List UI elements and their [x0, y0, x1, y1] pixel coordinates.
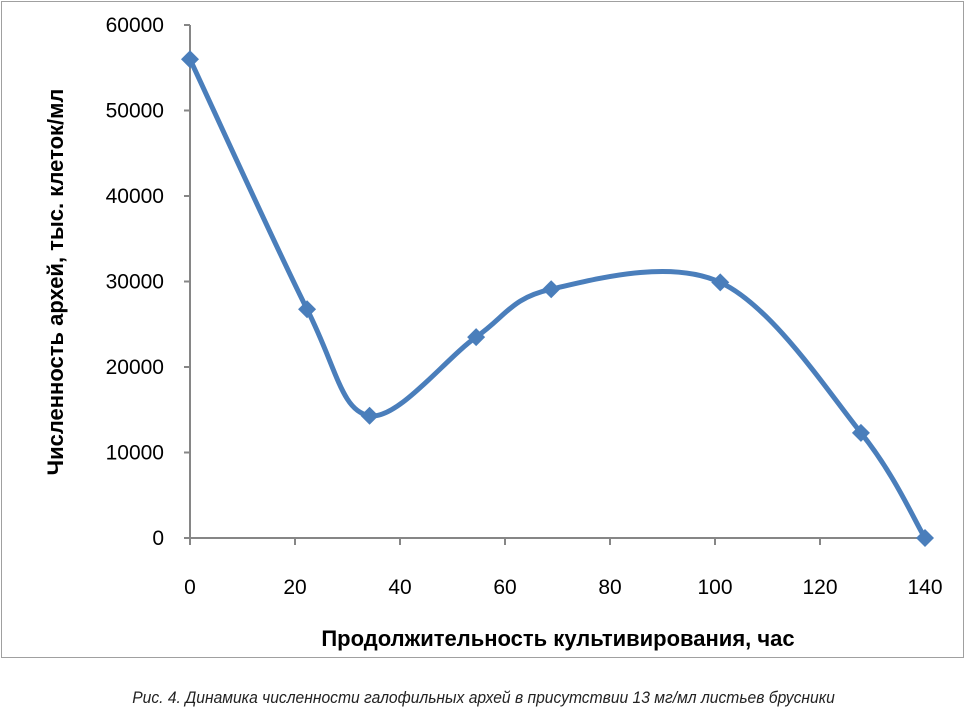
data-point-marker [298, 300, 317, 319]
data-point-marker [181, 50, 199, 69]
x-tick-label: 40 [388, 576, 411, 599]
x-tick-label: 20 [283, 576, 306, 599]
data-point-marker [851, 423, 870, 442]
y-axis-title: Численность архей, тыс. клеток/мл [43, 89, 68, 476]
x-tick-label: 120 [802, 576, 837, 599]
y-tick-label: 20000 [106, 356, 164, 379]
data-point-marker [467, 328, 486, 347]
x-tick-label: 140 [907, 576, 942, 599]
data-point-marker [360, 406, 379, 425]
y-tick-label: 10000 [106, 442, 164, 465]
figure-caption: Рис. 4. Динамика численности галофильных… [132, 688, 835, 707]
data-point-marker [916, 529, 934, 547]
data-point-marker [711, 273, 730, 292]
chart-frame [1, 1, 964, 658]
line-chart: 0 10000 20000 30000 40000 50000 60000 0 20 40 60 80… [43, 14, 943, 651]
x-tick-label: 60 [493, 576, 516, 599]
x-tick-label: 0 [184, 576, 196, 599]
data-point-marker [542, 280, 561, 299]
x-axis-title: Продолжительность культивирования, час [321, 626, 794, 651]
y-tick-label: 40000 [106, 185, 164, 208]
y-tick-label: 30000 [106, 271, 164, 294]
series-line [187, 58, 928, 540]
y-tick-label: 60000 [106, 14, 164, 37]
y-tick-label: 50000 [106, 100, 164, 123]
x-tick-label: 100 [697, 576, 732, 599]
x-tick-label: 80 [598, 576, 621, 599]
y-tick-label: 0 [152, 527, 164, 550]
